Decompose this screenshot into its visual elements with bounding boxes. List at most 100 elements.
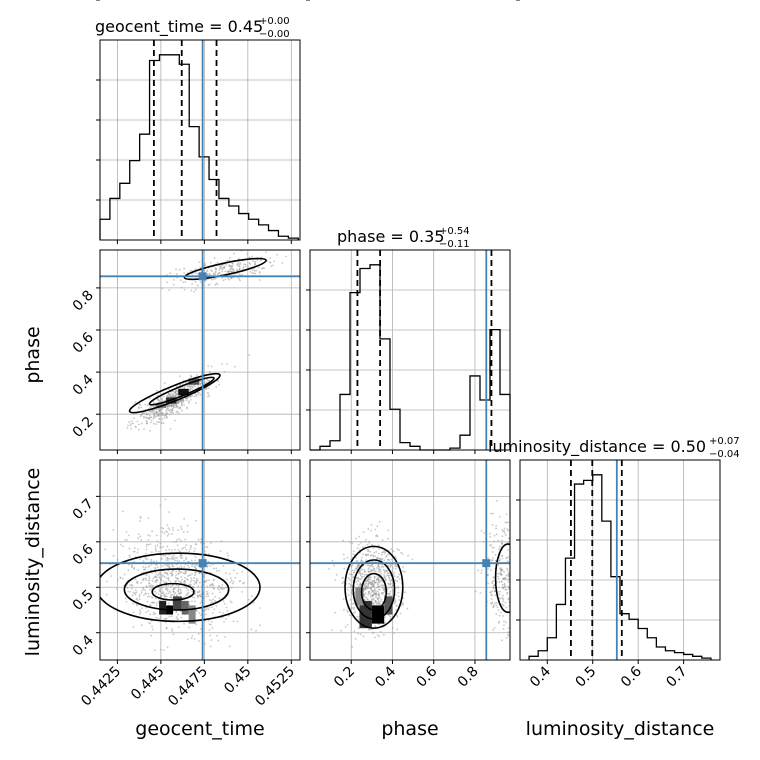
scatter-point (364, 592, 367, 595)
scatter-point (158, 410, 161, 413)
scatter-point (208, 628, 211, 631)
scatter-point (376, 535, 379, 538)
scatter-point (389, 594, 392, 597)
scatter-point (380, 553, 383, 556)
scatter-point (150, 634, 152, 637)
scatter-point (160, 414, 163, 417)
scatter-point (377, 564, 380, 566)
scatter-point (218, 383, 220, 386)
scatter-point (180, 403, 183, 405)
scatter-point (239, 263, 241, 266)
scatter-point (216, 570, 218, 572)
scatter-point (487, 568, 490, 570)
scatter-point (176, 273, 178, 275)
scatter-point (176, 385, 178, 388)
scatter-point (367, 591, 370, 593)
scatter-point (255, 630, 257, 632)
scatter-point (373, 551, 376, 554)
scatter-point (155, 576, 157, 579)
scatter-point (502, 600, 505, 603)
scatter-point (364, 571, 367, 574)
scatter-point (248, 256, 251, 259)
scatter-point (184, 572, 187, 575)
scatter-point (191, 395, 194, 397)
scatter-point (507, 581, 510, 583)
scatter-point (181, 404, 183, 407)
scatter-point (168, 528, 171, 531)
scatter-point (377, 544, 380, 547)
scatter-point (229, 577, 232, 580)
scatter-point (170, 549, 173, 551)
scatter-point (492, 587, 495, 589)
scatter-point (390, 578, 393, 581)
scatter-point (183, 272, 185, 275)
scatter-point (365, 538, 367, 541)
scatter-point (167, 577, 170, 580)
scatter-point (379, 603, 382, 606)
scatter-point (178, 560, 181, 563)
scatter-point (190, 559, 193, 562)
scatter-point (134, 401, 137, 404)
scatter-point (195, 268, 198, 270)
scatter-point (195, 623, 198, 626)
plot-area (100, 250, 300, 450)
scatter-point (180, 525, 182, 528)
scatter-point (506, 556, 509, 559)
x-tick-label: 0.4425 (78, 664, 124, 710)
scatter-point (203, 609, 205, 612)
scatter-point (184, 581, 186, 583)
scatter-point (203, 580, 206, 583)
scatter-point (388, 579, 391, 581)
scatter-point (171, 526, 174, 529)
scatter-point (198, 261, 201, 263)
scatter-point (482, 540, 485, 543)
scatter-point (371, 563, 374, 566)
scatter-point (145, 586, 148, 589)
scatter-point (178, 593, 181, 595)
scatter-point (224, 278, 227, 281)
scatter-point (389, 615, 392, 618)
scatter-point (388, 593, 390, 596)
scatter-point (229, 267, 232, 270)
density-block (384, 596, 393, 615)
scatter-point (166, 573, 169, 576)
scatter-point (237, 263, 240, 265)
scatter-point (491, 512, 494, 515)
scatter-point (172, 556, 175, 558)
scatter-point (351, 569, 354, 572)
scatter-point (340, 629, 342, 632)
axes-frame (309, 249, 511, 451)
scatter-point (493, 602, 496, 605)
scatter-point (146, 404, 149, 407)
scatter-point (191, 385, 194, 388)
scatter-point (244, 265, 247, 268)
scatter-point (376, 634, 379, 637)
scatter-point (172, 278, 175, 281)
scatter-point (504, 534, 507, 537)
scatter-point (140, 607, 143, 610)
scatter-point (367, 527, 370, 530)
scatter-point (378, 520, 381, 523)
scatter-point (221, 612, 224, 615)
scatter-point (143, 428, 145, 431)
scatter-point (390, 586, 393, 589)
scatter-point (157, 593, 160, 596)
scatter-point (152, 613, 155, 616)
scatter-point (369, 592, 372, 595)
scatter-point (276, 253, 278, 256)
scatter-point (180, 528, 183, 531)
scatter-point (194, 281, 197, 283)
scatter-point (222, 565, 225, 567)
scatter-point (155, 563, 158, 566)
scatter-point (488, 532, 491, 535)
scatter-point (132, 611, 135, 614)
scatter-point (501, 604, 504, 607)
scatter-point (352, 608, 355, 611)
scatter-point (169, 585, 172, 588)
scatter-point (497, 577, 500, 580)
scatter-point (250, 595, 253, 597)
scatter-point (191, 272, 194, 275)
scatter-point (168, 615, 171, 618)
scatter-point (238, 273, 241, 276)
scatter-point (147, 534, 150, 537)
